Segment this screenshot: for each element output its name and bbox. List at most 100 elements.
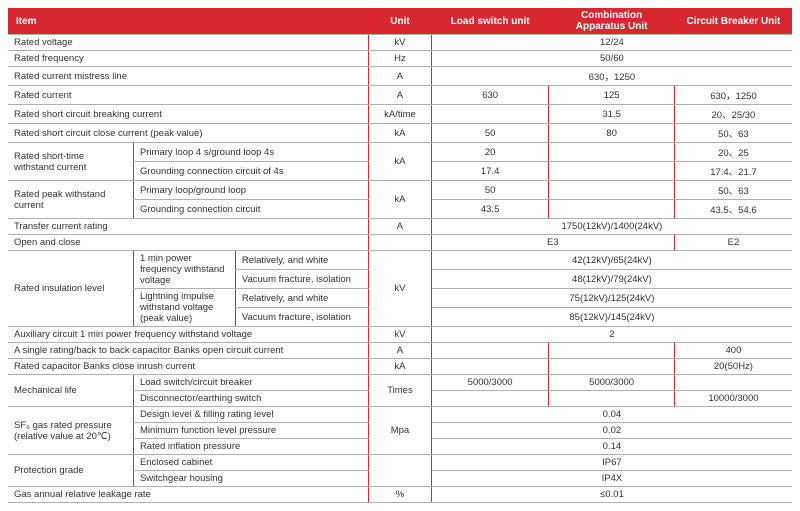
unit: Mpa	[369, 407, 432, 455]
value	[549, 391, 674, 407]
value: 20、25/30	[674, 105, 792, 124]
table-row: Mechanical life Load switch/circuit brea…	[8, 375, 792, 391]
header-row: Item Unit Load switch unit Combination A…	[8, 8, 792, 35]
unit: kA/time	[369, 105, 432, 124]
value: 50/60	[431, 51, 792, 67]
value: 80	[549, 124, 674, 143]
unit: A	[369, 343, 432, 359]
value: 50	[431, 181, 549, 200]
value: 20	[431, 143, 549, 162]
table-row: Auxiliary circuit 1 min power frequency …	[8, 327, 792, 343]
sublabel: Relatively, and white	[235, 251, 368, 270]
sublabel: Disconnector/earthing switch	[133, 391, 368, 407]
value: 630，1250	[431, 67, 792, 86]
sublabel: Lightning impulse withstand voltage (pea…	[133, 289, 235, 327]
unit: A	[369, 219, 432, 235]
value	[549, 200, 674, 219]
value	[549, 162, 674, 181]
unit: A	[369, 86, 432, 105]
label: A single rating/back to back capacitor B…	[8, 343, 369, 359]
sublabel: Grounding connection circuit	[133, 200, 368, 219]
unit: kV	[369, 327, 432, 343]
label: Gas annual relative leakage rate	[8, 487, 369, 503]
value: E2	[674, 235, 792, 251]
table-row: Rated peak withstand current Primary loo…	[8, 181, 792, 200]
label: Auxiliary circuit 1 min power frequency …	[8, 327, 369, 343]
value: 48(12kV)/79(24kV)	[431, 270, 792, 289]
label: Rated short circuit breaking current	[8, 105, 369, 124]
value	[549, 181, 674, 200]
sublabel: Primary loop 4 s/ground loop 4s	[133, 143, 368, 162]
label: Rated capacitor Banks close inrush curre…	[8, 359, 369, 375]
value: 17.4、21.7	[674, 162, 792, 181]
value: 0.02	[431, 423, 792, 439]
unit: kA	[369, 181, 432, 219]
unit: Hz	[369, 51, 432, 67]
table-row: Rated capacitor Banks close inrush curre…	[8, 359, 792, 375]
unit	[369, 455, 432, 487]
value	[549, 143, 674, 162]
value: 12/24	[431, 35, 792, 51]
value: 0.14	[431, 439, 792, 455]
value: 85(12kV)/145(24kV)	[431, 308, 792, 327]
label: Rated current mistress line	[8, 67, 369, 86]
value: 43.5	[431, 200, 549, 219]
value: 5000/3000	[431, 375, 549, 391]
table-row: Gas annual relative leakage rate % ≤0.01	[8, 487, 792, 503]
table-row: Protection grade Enclosed cabinet IP67	[8, 455, 792, 471]
value: IP4X	[431, 471, 792, 487]
sublabel: Enclosed cabinet	[133, 455, 368, 471]
unit: kA	[369, 124, 432, 143]
table-row: Rated current A 630 125 630，1250	[8, 86, 792, 105]
table-row: Rated current mistress line A 630，1250	[8, 67, 792, 86]
header-unit: Unit	[369, 8, 432, 35]
spec-table: Item Unit Load switch unit Combination A…	[8, 8, 792, 503]
sublabel: Primary loop/ground loop	[133, 181, 368, 200]
sublabel: Switchgear housing	[133, 471, 368, 487]
sublabel: Load switch/circuit breaker	[133, 375, 368, 391]
table-row: Rated short-time withstand current Prima…	[8, 143, 792, 162]
sublabel: Grounding connection circuit of 4s	[133, 162, 368, 181]
label: Transfer current rating	[8, 219, 369, 235]
unit	[369, 235, 432, 251]
value: 43.5、54.6	[674, 200, 792, 219]
value: 5000/3000	[549, 375, 674, 391]
table-row: Rated frequency Hz 50/60	[8, 51, 792, 67]
value	[431, 391, 549, 407]
value: 400	[674, 343, 792, 359]
unit: %	[369, 487, 432, 503]
value: 125	[549, 86, 674, 105]
value	[431, 343, 549, 359]
header-c1: Load switch unit	[431, 8, 549, 35]
value: 2	[431, 327, 792, 343]
table-row: Rated voltage kV 12/24	[8, 35, 792, 51]
label: SF₆ gas rated pressure (relative value a…	[8, 407, 133, 455]
value: 42(12kV)/65(24kV)	[431, 251, 792, 270]
value: 20(50Hz)	[674, 359, 792, 375]
value: 50、63	[674, 181, 792, 200]
label: Mechanical life	[8, 375, 133, 407]
value	[431, 105, 549, 124]
value: 50、63	[674, 124, 792, 143]
label: Rated frequency	[8, 51, 369, 67]
unit: kV	[369, 35, 432, 51]
label: Open and close	[8, 235, 369, 251]
unit: A	[369, 67, 432, 86]
header-c3: Circuit Breaker Unit	[674, 8, 792, 35]
label: Rated insulation level	[8, 251, 133, 327]
unit: kA	[369, 359, 432, 375]
value: E3	[431, 235, 674, 251]
table-row: Transfer current rating A 1750(12kV)/140…	[8, 219, 792, 235]
sublabel: Vacuum fracture, isolation	[235, 308, 368, 327]
value: IP67	[431, 455, 792, 471]
value: 0.04	[431, 407, 792, 423]
unit: kV	[369, 251, 432, 327]
label: Protection grade	[8, 455, 133, 487]
label: Rated peak withstand current	[8, 181, 133, 219]
value: 20、25	[674, 143, 792, 162]
label: Rated short-time withstand current	[8, 143, 133, 181]
value: 1750(12kV)/1400(24kV)	[431, 219, 792, 235]
sublabel: Vacuum fracture, isolation	[235, 270, 368, 289]
value: 50	[431, 124, 549, 143]
sublabel: Minimum function level pressure	[133, 423, 368, 439]
